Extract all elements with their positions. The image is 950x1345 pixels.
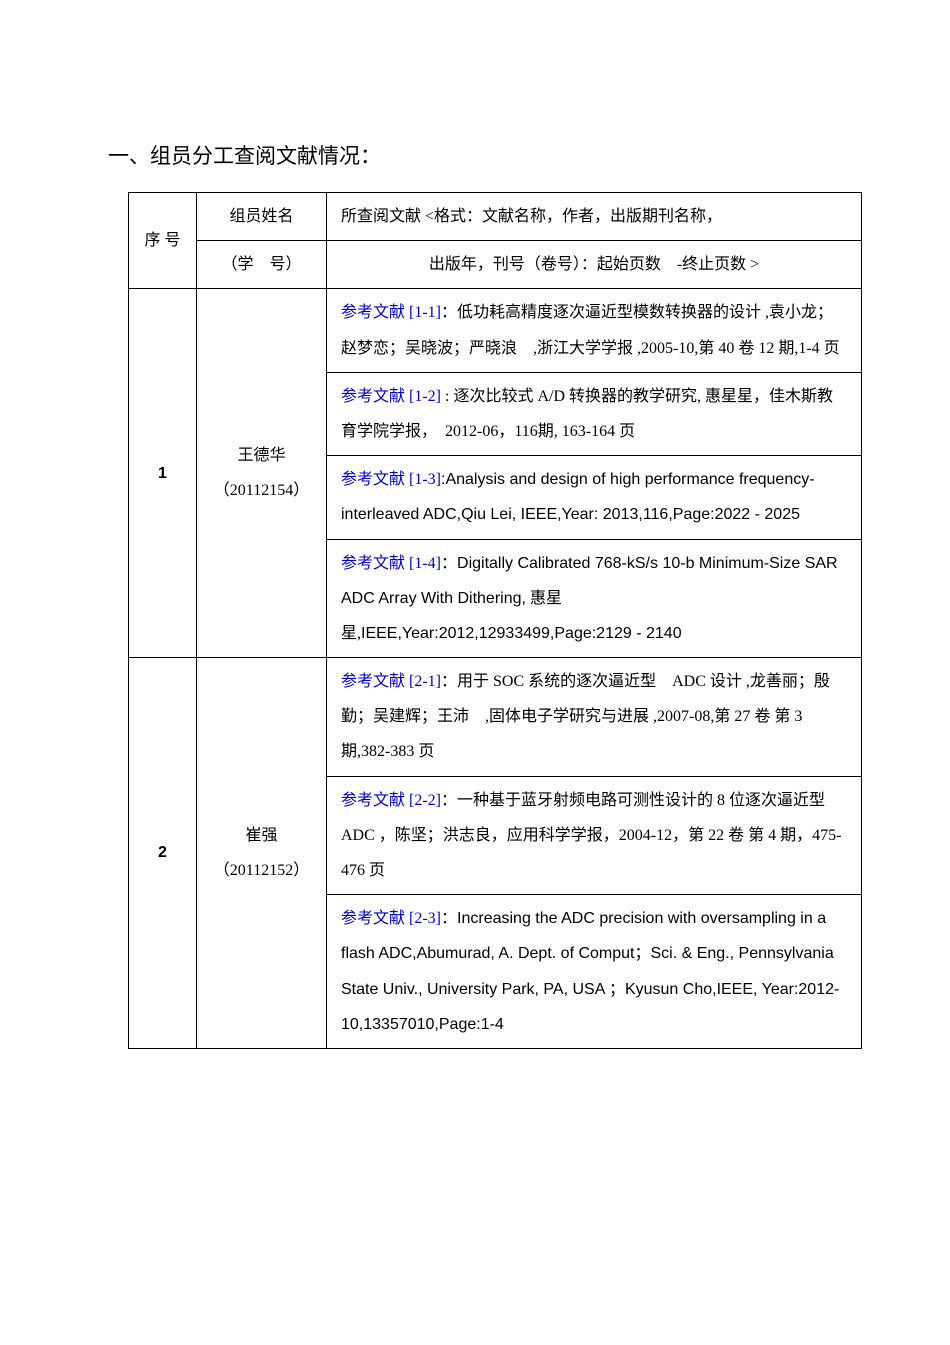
table-header-row-2: （学 号） 出版年，刊号（卷号）：起始页数 -终止页数 >: [129, 241, 862, 289]
ref-link-label: 参考文献 [1-3]: [341, 471, 441, 488]
member-name: 王德华: [207, 438, 316, 473]
ref-body-cn2: ；: [609, 981, 625, 998]
ref-cell: 参考文献 [1-2] : 逐次比较式 A/D 转换器的教学研究, 惠星星，佳木斯…: [327, 372, 862, 455]
ref-link-label: 参考文献 [2-2]: [341, 792, 441, 809]
header-name-line2: （学 号）: [197, 241, 327, 289]
ref-body-latin2: IEEE,Year:2012,12933499,Page:2129 - 2140: [361, 625, 682, 642]
member-name: 崔强: [207, 818, 316, 853]
ref-body-pre: ：: [441, 555, 457, 572]
ref-cell: 参考文献 [1-1]：低功耗高精度逐次逼近型模数转换器的设计 ,袁小龙；赵梦恋；…: [327, 289, 862, 372]
header-name-line1: 组员姓名: [197, 193, 327, 241]
ref-body-cn: ；: [634, 945, 650, 962]
member-cell: 崔强 （20112152）: [197, 658, 327, 1049]
member-id: （20112154）: [207, 473, 316, 508]
ref-link-label: 参考文献 [2-1]: [341, 673, 441, 690]
table-row: 1 王德华 （20112154） 参考文献 [1-1]：低功耗高精度逐次逼近型模…: [129, 289, 862, 372]
ref-cell: 参考文献 [2-3]：Increasing the ADC precision …: [327, 895, 862, 1049]
ref-body-pre: ：: [441, 910, 457, 927]
section-heading: 一、组员分工查阅文献情况：: [108, 140, 842, 170]
table-header-row: 序 号 组员姓名 所查阅文献 <格式：文献名称，作者，出版期刊名称，: [129, 193, 862, 241]
member-id: （20112152）: [207, 853, 316, 888]
member-cell: 王德华 （20112154）: [197, 289, 327, 658]
ref-link-label: 参考文献 [1-4]: [341, 555, 441, 572]
ref-cell: 参考文献 [1-4]：Digitally Calibrated 768-kS/s…: [327, 539, 862, 658]
ref-link-label: 参考文献 [1-2]: [341, 388, 441, 405]
header-seq: 序 号: [129, 193, 197, 289]
ref-link-label: 参考文献 [1-1]: [341, 304, 441, 321]
header-ref-line1: 所查阅文献 <格式：文献名称，作者，出版期刊名称，: [327, 193, 862, 241]
header-ref-line2: 出版年，刊号（卷号）：起始页数 -终止页数 >: [327, 241, 862, 289]
ref-cell: 参考文献 [2-2]：一种基于蓝牙射频电路可测性设计的 8 位逐次逼近型 ADC…: [327, 776, 862, 895]
table-row: 2 崔强 （20112152） 参考文献 [2-1]：用于 SOC 系统的逐次逼…: [129, 658, 862, 777]
seq-cell: 1: [129, 289, 197, 658]
seq-cell: 2: [129, 658, 197, 1049]
ref-cell: 参考文献 [1-3]:Analysis and design of high p…: [327, 456, 862, 539]
ref-cell: 参考文献 [2-1]：用于 SOC 系统的逐次逼近型 ADC 设计 ,龙善丽；殷…: [327, 658, 862, 777]
references-table: 序 号 组员姓名 所查阅文献 <格式：文献名称，作者，出版期刊名称， （学 号）…: [128, 192, 862, 1049]
ref-link-label: 参考文献 [2-3]: [341, 910, 441, 927]
